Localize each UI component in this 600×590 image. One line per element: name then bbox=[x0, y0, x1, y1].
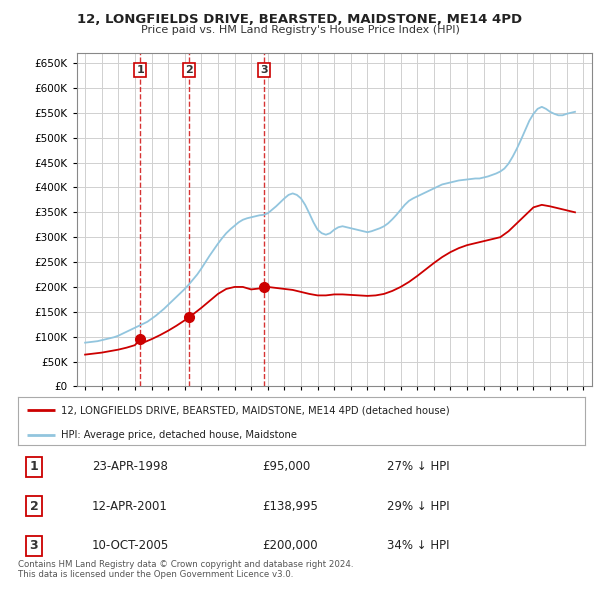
Text: 12, LONGFIELDS DRIVE, BEARSTED, MAIDSTONE, ME14 4PD (detached house): 12, LONGFIELDS DRIVE, BEARSTED, MAIDSTON… bbox=[61, 405, 449, 415]
Text: 2: 2 bbox=[185, 65, 193, 75]
Text: 3: 3 bbox=[260, 65, 268, 75]
Text: 1: 1 bbox=[29, 460, 38, 473]
Text: 12, LONGFIELDS DRIVE, BEARSTED, MAIDSTONE, ME14 4PD: 12, LONGFIELDS DRIVE, BEARSTED, MAIDSTON… bbox=[77, 13, 523, 26]
Text: 3: 3 bbox=[29, 539, 38, 552]
Text: 29% ↓ HPI: 29% ↓ HPI bbox=[386, 500, 449, 513]
Text: Contains HM Land Registry data © Crown copyright and database right 2024.
This d: Contains HM Land Registry data © Crown c… bbox=[18, 560, 353, 579]
Text: 1: 1 bbox=[136, 65, 144, 75]
Text: 10-OCT-2005: 10-OCT-2005 bbox=[92, 539, 169, 552]
Text: £200,000: £200,000 bbox=[262, 539, 317, 552]
Text: 2: 2 bbox=[29, 500, 38, 513]
Text: £138,995: £138,995 bbox=[262, 500, 317, 513]
Text: £95,000: £95,000 bbox=[262, 460, 310, 473]
Text: 27% ↓ HPI: 27% ↓ HPI bbox=[386, 460, 449, 473]
Text: 12-APR-2001: 12-APR-2001 bbox=[92, 500, 167, 513]
Text: Price paid vs. HM Land Registry's House Price Index (HPI): Price paid vs. HM Land Registry's House … bbox=[140, 25, 460, 35]
Text: 23-APR-1998: 23-APR-1998 bbox=[92, 460, 167, 473]
Text: HPI: Average price, detached house, Maidstone: HPI: Average price, detached house, Maid… bbox=[61, 430, 296, 440]
Text: 34% ↓ HPI: 34% ↓ HPI bbox=[386, 539, 449, 552]
